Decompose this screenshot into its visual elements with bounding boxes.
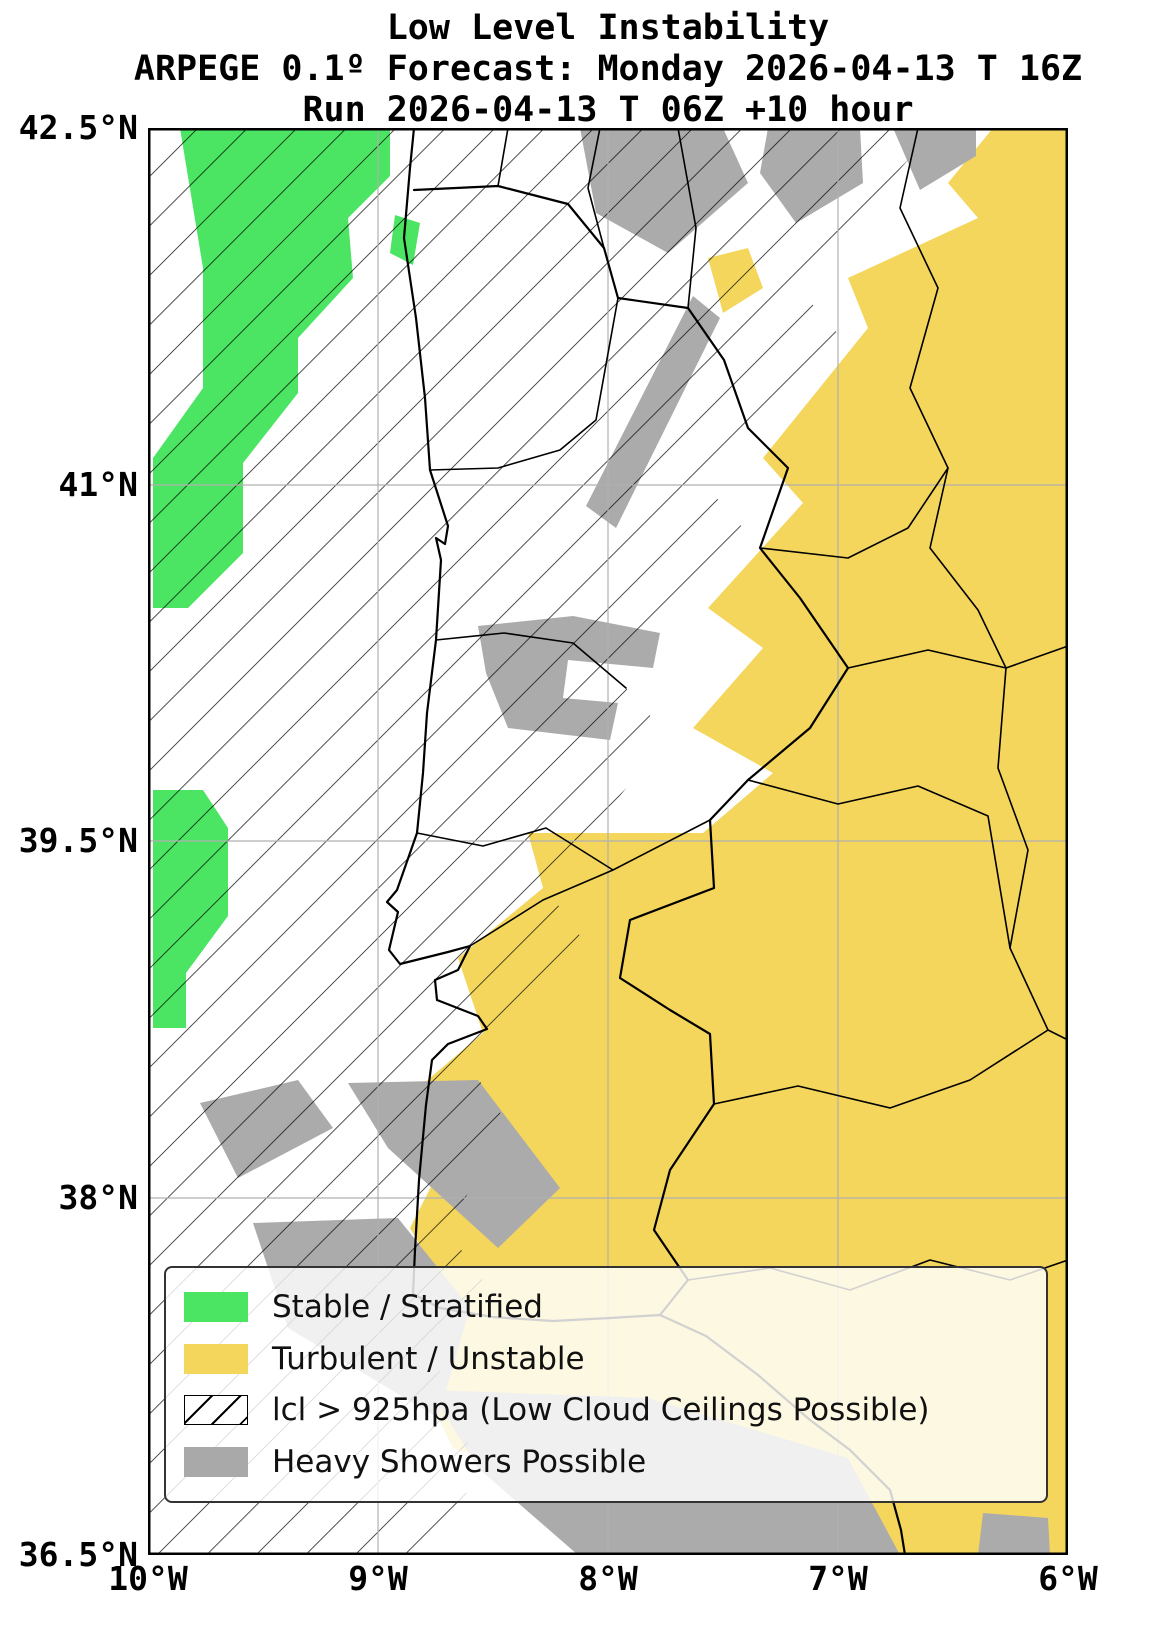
legend-item-stable: Stable / Stratified (184, 1289, 1028, 1325)
legend-item-low-cloud: lcl > 925hpa (Low Cloud Ceilings Possibl… (184, 1392, 1028, 1428)
map-plot-area: Stable / Stratified Turbulent / Unstable… (148, 128, 1068, 1555)
x-tick-7w: 7°W (808, 1559, 868, 1598)
y-tick-36-5n: 36.5°N (18, 1535, 138, 1574)
legend-label-low-cloud: lcl > 925hpa (Low Cloud Ceilings Possibl… (272, 1392, 930, 1429)
plot-frame (148, 128, 1068, 1555)
region-borders (416, 128, 1068, 1291)
x-tick-9w: 9°W (348, 1559, 408, 1598)
legend-item-turbulent: Turbulent / Unstable (184, 1341, 1028, 1377)
map-subtitle-run: Run 2026-04-13 T 06Z +10 hour (302, 90, 914, 130)
legend-label-turbulent: Turbulent / Unstable (272, 1340, 585, 1377)
y-tick-39-5n: 39.5°N (18, 821, 138, 860)
low-cloud-hatch-swatch (184, 1395, 248, 1426)
x-tick-8w: 8°W (578, 1559, 638, 1598)
map-subtitle-forecast: ARPEGE 0.1º Forecast: Monday 2026-04-13 … (133, 49, 1083, 89)
y-tick-41n: 41°N (58, 465, 138, 504)
legend: Stable / Stratified Turbulent / Unstable… (164, 1266, 1048, 1503)
title-block: Low Level Instability ARPEGE 0.1º Foreca… (42, 8, 1174, 131)
y-tick-38n: 38°N (58, 1178, 138, 1217)
x-tick-10w: 10°W (108, 1559, 188, 1598)
heavy-showers-swatch (184, 1446, 248, 1477)
stable-swatch (184, 1292, 248, 1323)
x-tick-6w: 6°W (1038, 1559, 1098, 1598)
map-title: Low Level Instability (386, 8, 830, 48)
legend-label-heavy-showers: Heavy Showers Possible (272, 1443, 647, 1480)
turbulent-swatch (184, 1343, 248, 1374)
y-tick-42-5n: 42.5°N (18, 108, 138, 147)
legend-item-heavy-showers: Heavy Showers Possible (184, 1444, 1028, 1480)
legend-label-stable: Stable / Stratified (272, 1289, 543, 1326)
